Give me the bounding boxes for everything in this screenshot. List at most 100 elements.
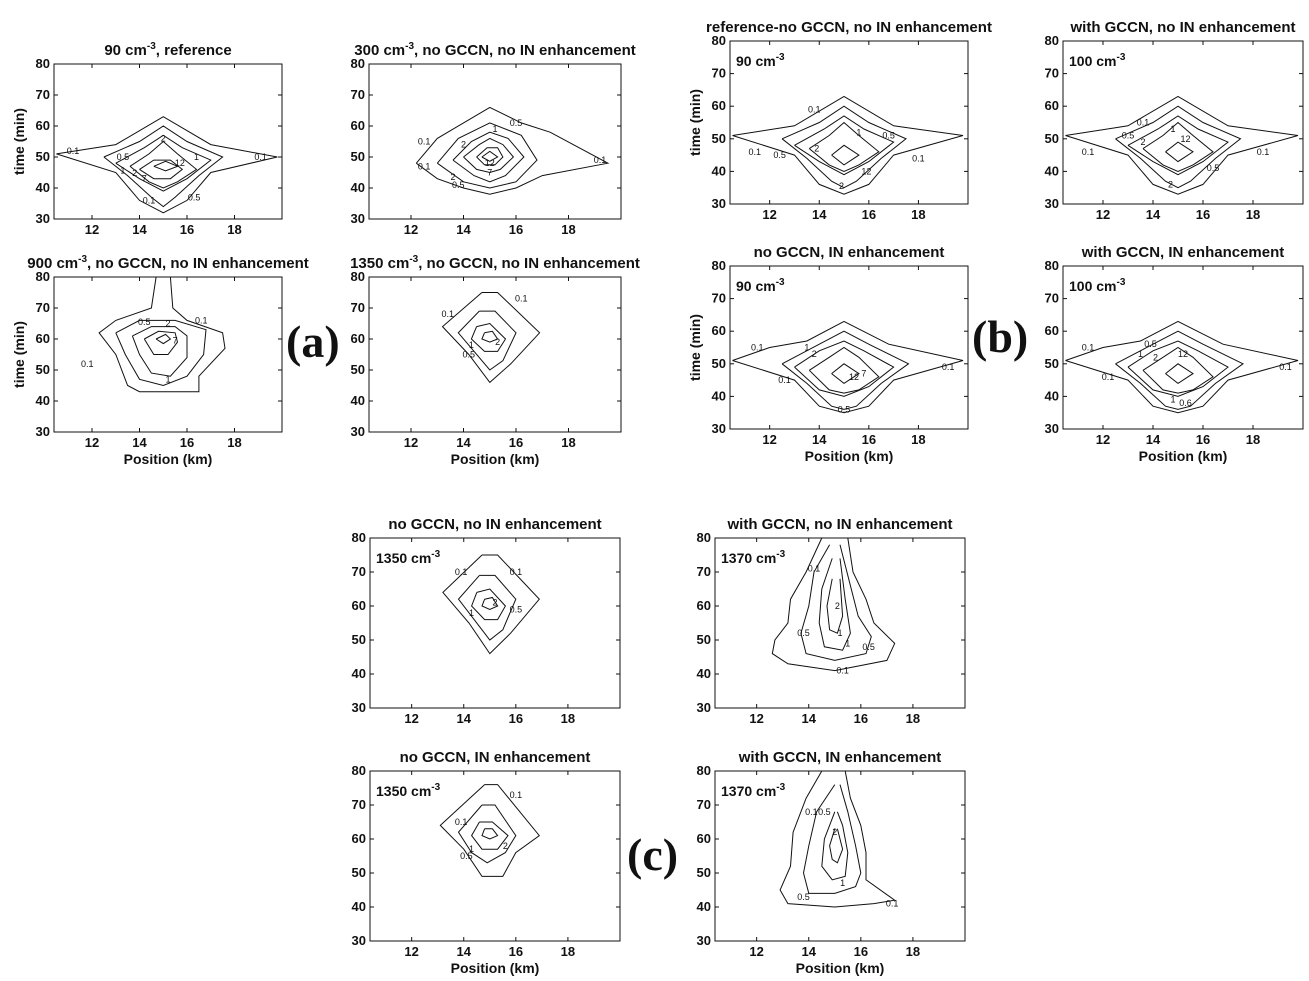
contour-line-0_1 [441,292,541,384]
contour-label: 0.1 [515,294,528,304]
contour-line-1 [470,322,507,352]
contour-line-2 [143,330,179,355]
contour-label: 0.1 [455,817,468,827]
contour-line-1 [1127,340,1229,397]
contour-label: 0.1 [1257,147,1270,157]
contour-label: 2 [132,168,137,178]
panel-a-3: 900 cm-3, no GCCN, no IN enhancement 30 40… [11,254,309,467]
contour-label: 1 [845,638,850,648]
contour-label: 0.5 [1122,131,1135,141]
y-tick-label: 70 [712,291,726,306]
y-tick-label: 70 [352,564,366,579]
contour-label: 0.5 [1207,163,1220,173]
contour-label: 2 [812,349,817,359]
x-tick-label: 14 [457,944,472,959]
contour-line-0_5 [802,784,862,894]
plot-frame [53,63,283,220]
contour-line-0_5 [457,574,517,641]
plot-frame [1062,40,1304,205]
contour-line-2 [1142,121,1214,172]
x-tick-label: 16 [509,222,523,237]
y-tick-label: 30 [36,211,50,226]
y-tick-label: 60 [1045,323,1059,338]
contour-label: 0.1 [510,567,523,577]
x-tick-label: 12 [762,432,776,447]
x-tick-label: 16 [854,944,868,959]
y-tick-label: 60 [36,331,50,346]
contour-label: 0.1 [886,899,899,909]
contour-label: 12 [175,158,185,168]
contour-label: 1 [1138,349,1143,359]
x-tick-label: 12 [404,944,418,959]
contour-line-0_5 [1115,330,1244,410]
contour-label: 0.5 [882,131,895,141]
panel-title: 900 cm-3, no GCCN, no IN enhancement [27,254,308,272]
y-tick-label: 50 [712,356,726,371]
x-tick-label: 14 [457,711,472,726]
contour-label: 12 [485,158,495,168]
contour-label: 1 [1170,124,1175,134]
contour-label: 7 [861,369,866,379]
contour-label: 1 [469,608,474,618]
concentration-label: 1370 cm-3 [721,782,786,799]
x-tick-label: 18 [227,222,241,237]
x-tick-label: 18 [1246,207,1260,222]
y-tick-label: 50 [712,131,726,146]
contour-line-2 [463,137,515,174]
y-tick-label: 60 [697,831,711,846]
contour-line-0_1 [771,537,896,672]
y-axis-label: time (min) [687,314,703,381]
contour-line-1 [818,558,851,651]
y-axis-label: time (min) [11,321,27,388]
contour-label: 2 [461,140,466,150]
y-tick-label: 80 [352,530,366,545]
y-tick-label: 50 [1045,356,1059,371]
contour-label: 1 [120,166,125,176]
y-tick-label: 70 [351,87,365,102]
y-tick-label: 30 [351,424,365,439]
contour-label: 2 [161,133,166,143]
contour-line-0_5 [781,105,907,189]
contour-label: 1 [469,340,474,350]
y-tick-label: 80 [351,56,365,71]
contour-line-12 [1165,363,1194,385]
contour-line-7 [476,147,504,166]
contour-line-0_1 [732,320,964,414]
contour-label: 2 [450,172,455,182]
x-tick-label: 18 [561,435,575,450]
contour-label: 0.1 [441,309,454,319]
panel-b-8: with GCCN, IN enhancement 100 cm-3 30 40 50 6… [1045,244,1304,464]
y-tick-label: 30 [697,700,711,715]
x-tick-label: 18 [227,435,241,450]
contour-label: 0.5 [773,150,786,160]
plot-frame [729,265,969,430]
y-tick-label: 40 [697,666,711,681]
panel-b-5: reference-no GCCN, no IN enhancement 90 c… [687,19,992,222]
x-tick-label: 16 [509,944,523,959]
contour-label: 2 [495,337,500,347]
panel-title: no GCCN, IN enhancement [400,749,591,766]
contour-line-0_5 [115,319,207,387]
contour-label: 1 [804,343,809,353]
y-tick-label: 40 [352,666,366,681]
contour-line-0_5 [457,310,517,371]
x-tick-label: 12 [85,222,99,237]
x-tick-label: 12 [85,435,99,450]
plot-frame [369,537,621,709]
x-tick-label: 12 [404,222,418,237]
contour-label: 0.5 [138,317,151,327]
contour-label: 0.1 [751,343,764,353]
contour-line-0_5 [800,544,872,661]
x-axis-label: Position (km) [124,451,213,467]
contour-label: 0.1 [1102,372,1115,382]
y-tick-label: 40 [36,393,50,408]
contour-label: 0.5 [462,350,475,360]
contour-line-1 [794,115,895,176]
y-tick-label: 30 [352,933,366,948]
panel-title: with GCCN, no IN enhancement [1069,19,1295,36]
y-tick-label: 80 [1045,33,1059,48]
contour-label: 0.5 [510,604,523,614]
panel-c-11: no GCCN, IN enhancement 1350 cm-3 30 40 50 60… [352,749,621,976]
contour-label: 0.1 [254,152,267,162]
